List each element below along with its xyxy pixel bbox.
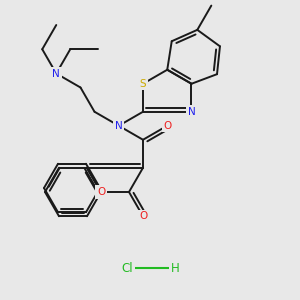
Text: N: N (188, 107, 195, 117)
Text: O: O (139, 211, 147, 221)
Text: N: N (52, 68, 60, 79)
Text: S: S (140, 79, 146, 89)
Text: H: H (171, 262, 179, 275)
Text: Cl: Cl (121, 262, 133, 275)
Text: N: N (115, 121, 123, 131)
Text: O: O (163, 121, 171, 131)
Text: O: O (97, 187, 105, 197)
